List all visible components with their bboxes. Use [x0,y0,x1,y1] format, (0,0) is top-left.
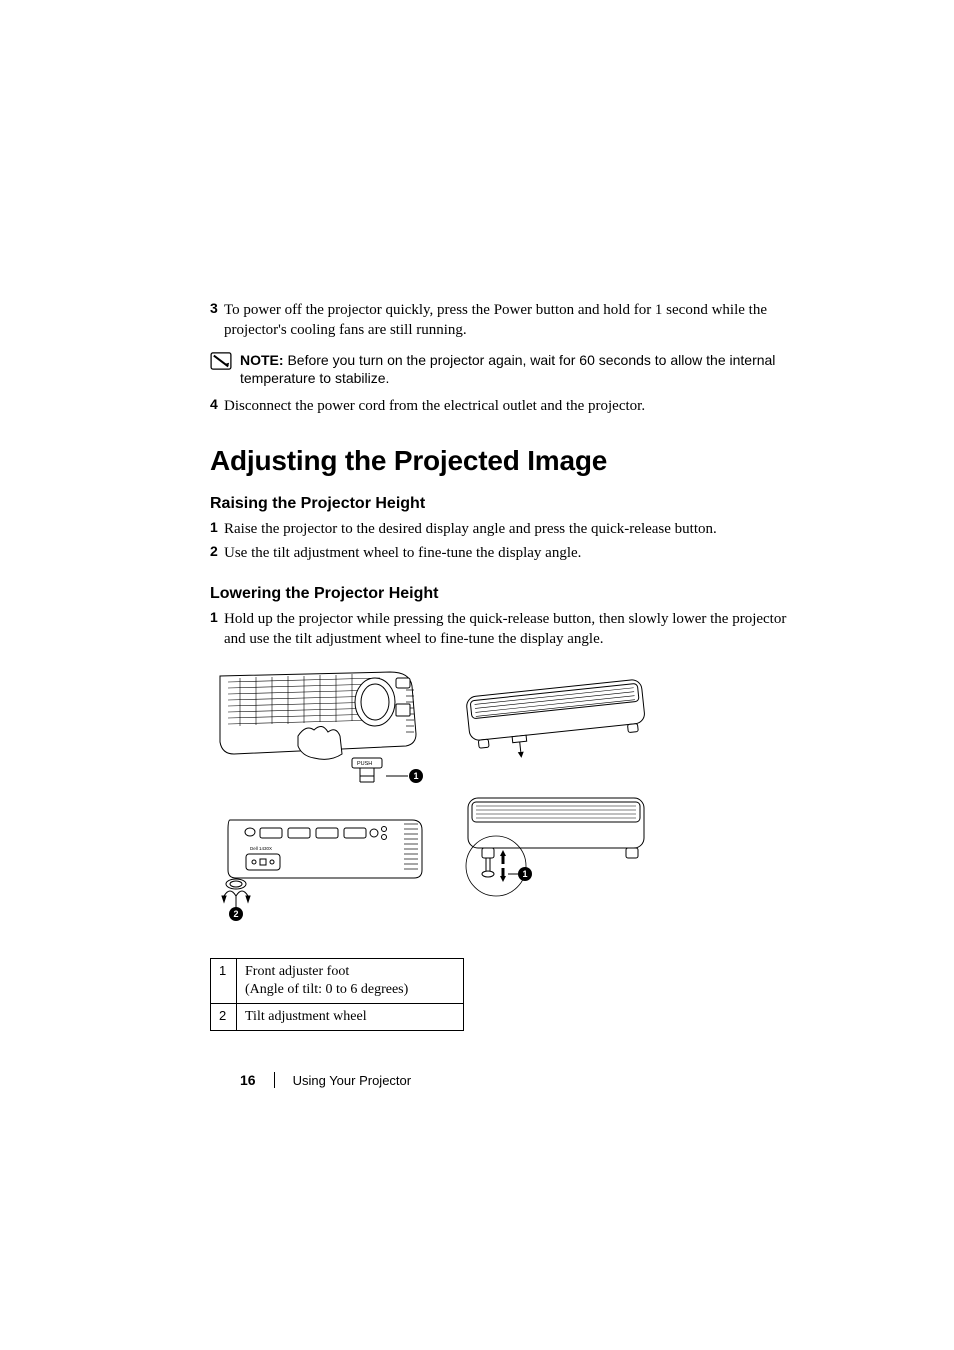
callout-number: 1 [522,869,527,879]
step-row: 1 Raise the projector to the desired dis… [210,519,800,539]
step-row: 3 To power off the projector quickly, pr… [210,300,800,341]
part-label-cell: Front adjuster foot (Angle of tilt: 0 to… [237,958,464,1003]
panel-label: Dell 1430X [250,846,272,851]
section-heading-lower: Lowering the Projector Height [210,585,800,603]
figure-projector-side-up [456,664,656,758]
note-body: NOTE: Before you turn on the projector a… [240,351,800,389]
note-label: NOTE: [240,352,284,368]
step-number: 1 [210,519,224,539]
step-row: 1 Hold up the projector while pressing t… [210,609,800,650]
step-number: 1 [210,609,224,650]
note-icon [210,352,232,370]
step-number: 2 [210,543,224,563]
footer-divider [274,1072,275,1088]
table-row: 1 Front adjuster foot (Angle of tilt: 0 … [211,958,464,1003]
parts-table: 1 Front adjuster foot (Angle of tilt: 0 … [210,958,464,1032]
callout-number: 2 [233,909,238,919]
footer-section: Using Your Projector [293,1073,412,1088]
page-number: 16 [240,1072,256,1088]
figure-projector-side-flat: 1 [456,778,656,914]
part-number: 2 [211,1003,237,1030]
table-row: 2 Tilt adjustment wheel [211,1003,464,1030]
figures-row: PUSH 1 [210,664,800,924]
step-text: Raise the projector to the desired displ… [224,519,717,539]
figures-right-col: 1 [456,664,656,924]
step-number: 4 [210,396,224,416]
step-text: Use the tilt adjustment wheel to fine-tu… [224,543,581,563]
step-row: 4 Disconnect the power cord from the ele… [210,396,800,416]
step-number: 3 [210,300,224,341]
figure-projector-rear: Dell 1430X 2 [210,814,440,924]
part-sublabel: (Angle of tilt: 0 to 6 degrees) [245,982,408,997]
page-content: 3 To power off the projector quickly, pr… [210,300,800,1031]
part-number: 1 [211,958,237,1003]
step-row: 2 Use the tilt adjustment wheel to fine-… [210,543,800,563]
part-label-cell: Tilt adjustment wheel [237,1003,464,1030]
part-label: Tilt adjustment wheel [245,1009,367,1024]
figures-left-col: PUSH 1 [210,664,440,924]
step-text: To power off the projector quickly, pres… [224,300,800,341]
step-text: Disconnect the power cord from the elect… [224,396,645,416]
part-label: Front adjuster foot [245,964,349,979]
step-text: Hold up the projector while pressing the… [224,609,800,650]
page-footer: 16 Using Your Projector [240,1072,411,1088]
figure-projector-top: PUSH 1 [210,664,440,794]
note-text: Before you turn on the projector again, … [240,352,775,387]
callout-number: 1 [413,771,418,781]
push-label: PUSH [357,761,372,767]
page-heading: Adjusting the Projected Image [210,445,800,477]
section-heading-raise: Raising the Projector Height [210,495,800,513]
note-block: NOTE: Before you turn on the projector a… [210,351,800,389]
